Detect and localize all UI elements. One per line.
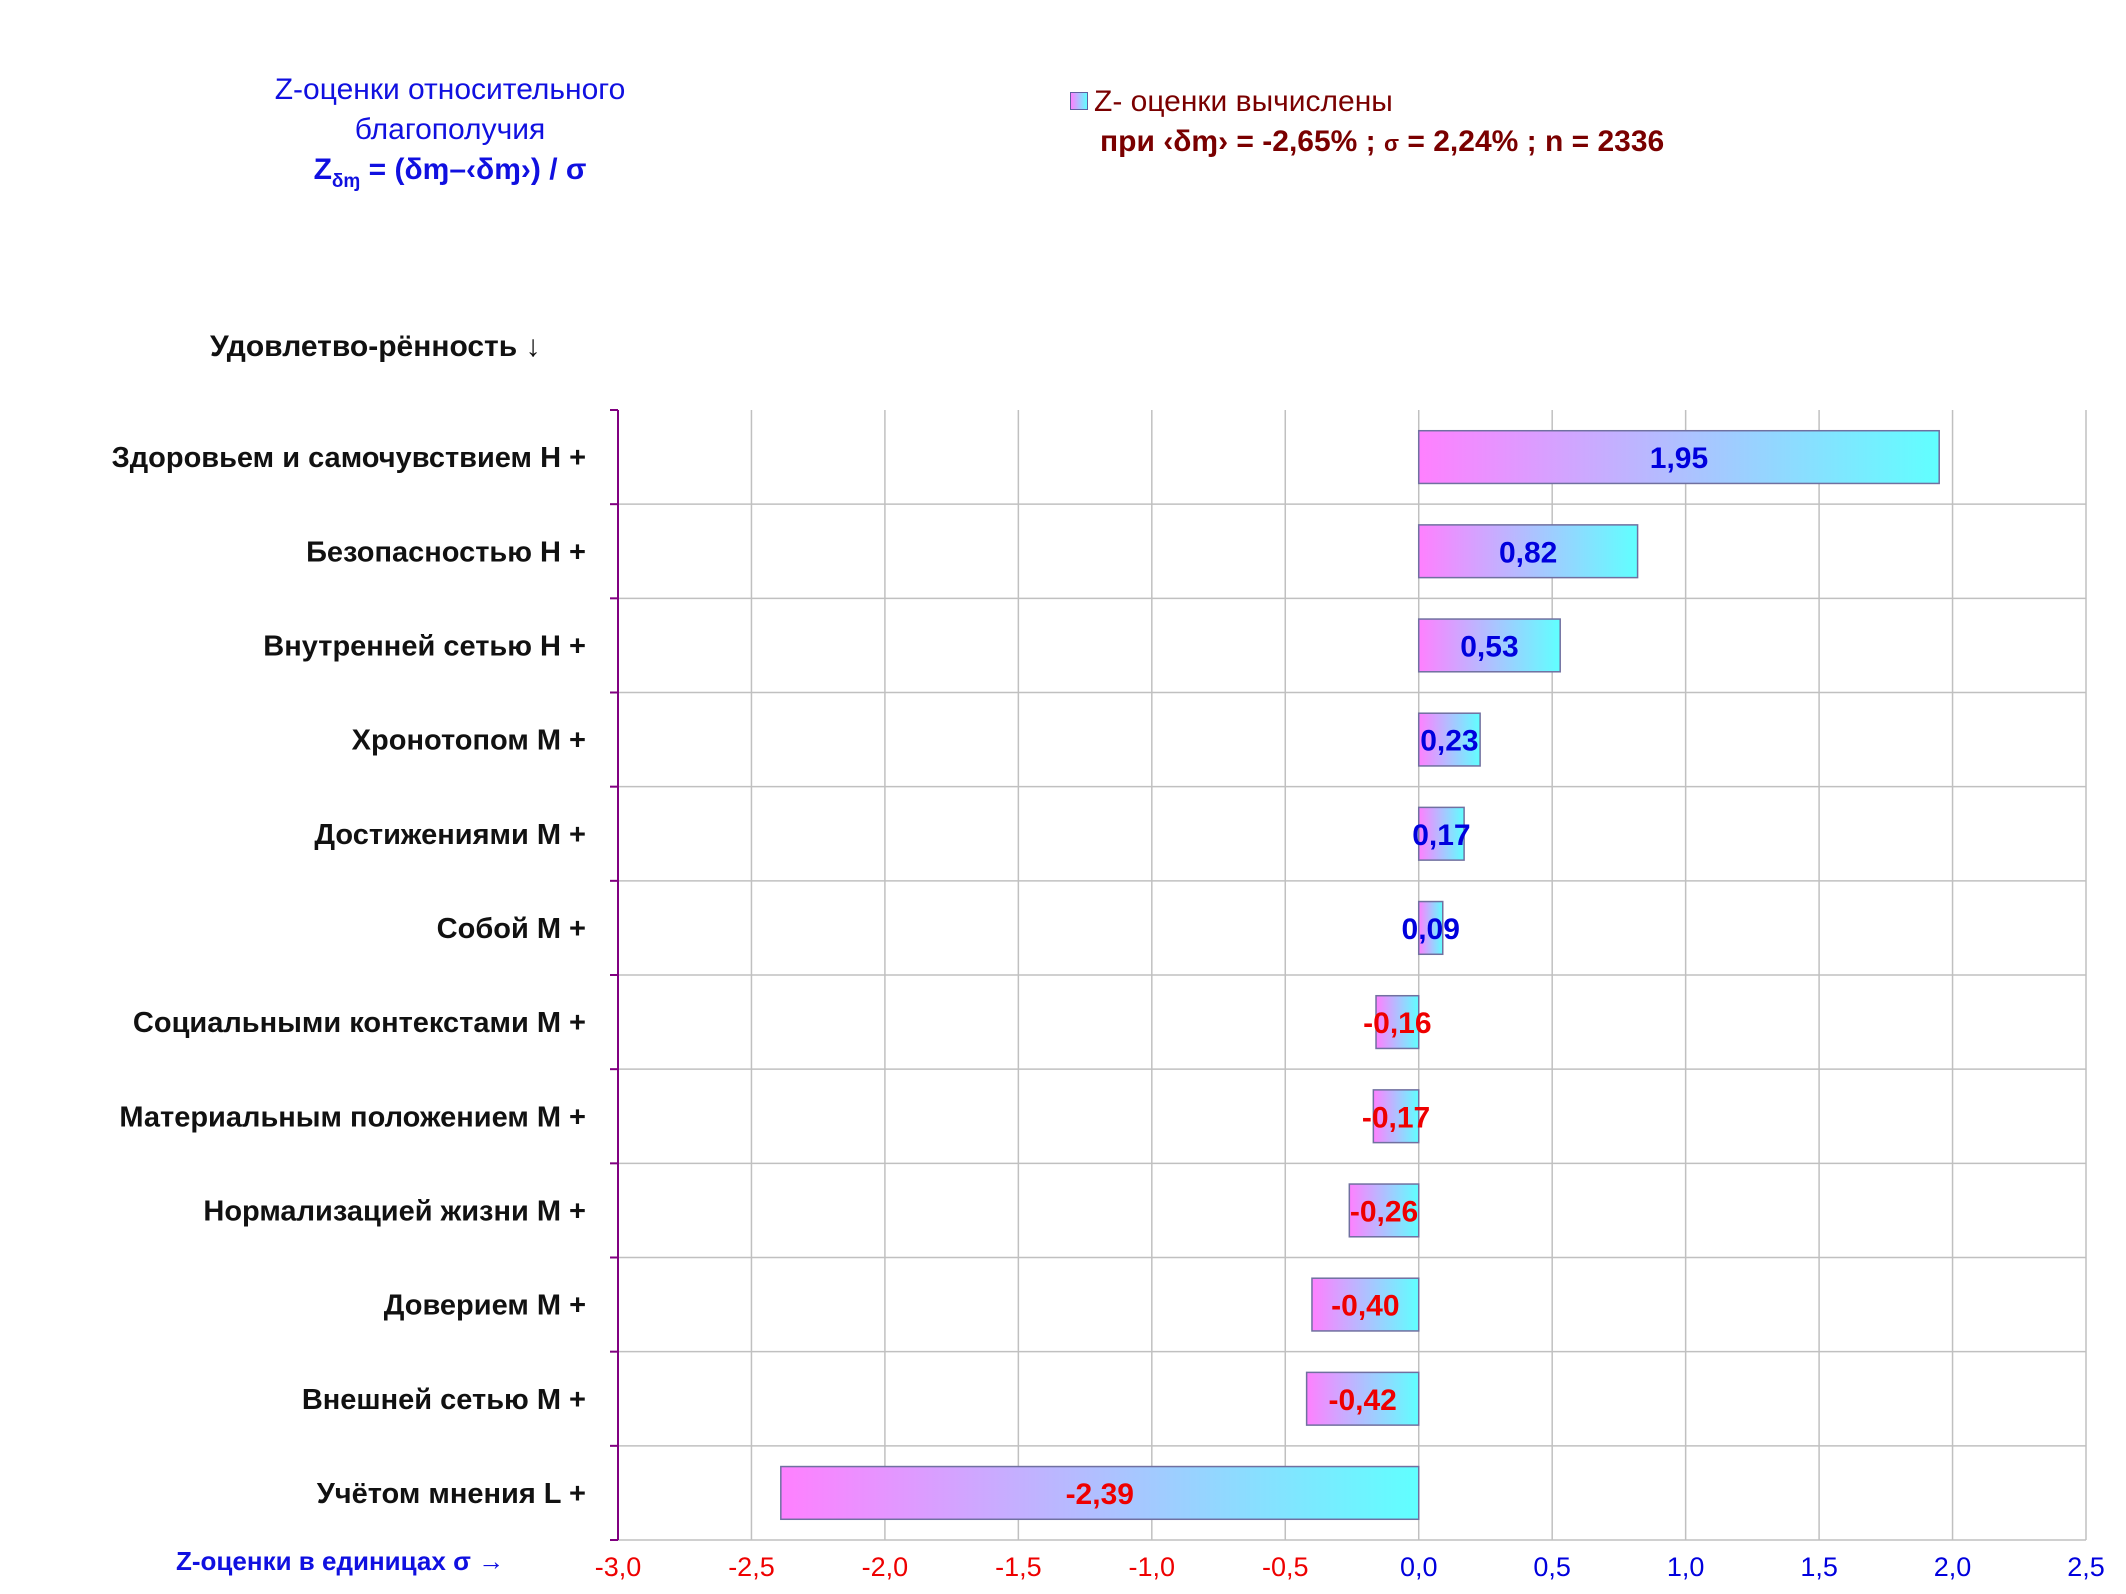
labels: -3,0 -2,5 -2,0 -1,5 -1,0 -0,5 0,0 0,5 1,0 1,5 2,0 2… <box>112 442 2105 1582</box>
category-header: Удовлетво-рённость ↓ <box>210 330 541 363</box>
x-tick-label: 1,5 <box>1800 1552 1838 1582</box>
x-axis-title: Z-оценки в единицах σ → <box>176 1546 505 1576</box>
formula-z: Z <box>313 153 332 186</box>
legend-text-2c: = 2,24% ; n = 2336 <box>1399 125 1665 158</box>
legend-text-2a: при ‹δɱ› <box>1100 125 1229 158</box>
data-label: -0,26 <box>1350 1195 1418 1228</box>
bar <box>1417 806 1465 861</box>
x-tick-label: 0,0 <box>1400 1552 1438 1582</box>
x-tick-label: 2,0 <box>1934 1552 1972 1582</box>
legend-line1: Z- оценки вычислены <box>1070 82 1664 122</box>
data-label: 0,17 <box>1412 819 1470 852</box>
category-label: Собой M + <box>437 913 586 945</box>
chart-title-block: Z-оценки относительного благополучия Zδɱ… <box>140 70 760 202</box>
legend-text-2b: = -2,65% ; <box>1228 125 1384 158</box>
bar <box>780 1465 1420 1521</box>
category-label: Учётом мнения L + <box>317 1478 586 1510</box>
data-label: 0,53 <box>1460 630 1518 663</box>
x-tick-label: -3,0 <box>595 1552 642 1582</box>
bar <box>1375 994 1420 1050</box>
x-tick-label: -0,5 <box>1262 1552 1309 1582</box>
category-label: Материальным положением M + <box>119 1101 586 1133</box>
data-label: -0,40 <box>1331 1290 1399 1323</box>
category-label: Безопасностью H + <box>306 536 586 568</box>
legend-text-1: Z- оценки вычислены <box>1094 85 1393 118</box>
x-tick-label: -1,5 <box>995 1552 1042 1582</box>
bar <box>1417 712 1481 767</box>
category-label: Хронотопом M + <box>352 725 586 757</box>
formula-rest: = (δɱ–‹δɱ›) / σ <box>360 153 587 186</box>
category-label: Доверием M + <box>384 1290 586 1322</box>
data-label: 1,95 <box>1650 442 1708 475</box>
data-label: -0,17 <box>1362 1101 1430 1134</box>
data-label: -0,16 <box>1363 1007 1431 1040</box>
legend: Z- оценки вычислены при ‹δɱ› = -2,65% ; … <box>1070 82 1664 164</box>
chart-title-line1: Z-оценки относительного <box>274 73 626 106</box>
formula-subscript: δɱ <box>331 171 361 192</box>
category-label: Нормализацией жизни M + <box>203 1195 586 1227</box>
chart-formula: Zδɱ = (δɱ–‹δɱ›) / σ <box>140 150 760 202</box>
category-label: Достижениями M + <box>314 819 586 851</box>
x-tick-label: 0,5 <box>1533 1552 1571 1582</box>
legend-sigma: σ <box>1383 131 1400 156</box>
category-label: Социальными контекстами M + <box>133 1007 586 1039</box>
chart-title-line2: благополучия <box>354 113 546 146</box>
bar <box>1417 618 1561 673</box>
bar <box>1311 1277 1420 1332</box>
x-tick-label: -1,0 <box>1129 1552 1176 1582</box>
data-label: 0,23 <box>1420 725 1478 758</box>
bar <box>1417 524 1639 579</box>
bar <box>1417 429 1940 485</box>
bar <box>1372 1089 1420 1144</box>
data-label: -0,42 <box>1328 1384 1396 1417</box>
bar <box>1305 1371 1420 1426</box>
category-label: Здоровьем и самочувствием H + <box>112 442 586 474</box>
legend-swatch <box>1070 92 1088 110</box>
x-tick-label: -2,5 <box>728 1552 775 1582</box>
data-label: 0,09 <box>1402 913 1460 946</box>
data-label: -2,39 <box>1066 1478 1134 1511</box>
bar <box>1417 900 1444 956</box>
x-tick-label: 2,5 <box>2067 1552 2105 1582</box>
data-label: 0,82 <box>1499 536 1557 569</box>
x-tick-label: -2,0 <box>862 1552 909 1582</box>
bar <box>1348 1183 1420 1238</box>
x-tick-label: 1,0 <box>1667 1552 1705 1582</box>
grid <box>610 409 2087 1541</box>
bars <box>780 429 1940 1521</box>
category-label: Внешней сетью M + <box>302 1384 586 1416</box>
category-label: Внутренней сетью H + <box>263 630 586 662</box>
legend-line2: при ‹δɱ› = -2,65% ; σ = 2,24% ; n = 2336 <box>1070 122 1664 164</box>
